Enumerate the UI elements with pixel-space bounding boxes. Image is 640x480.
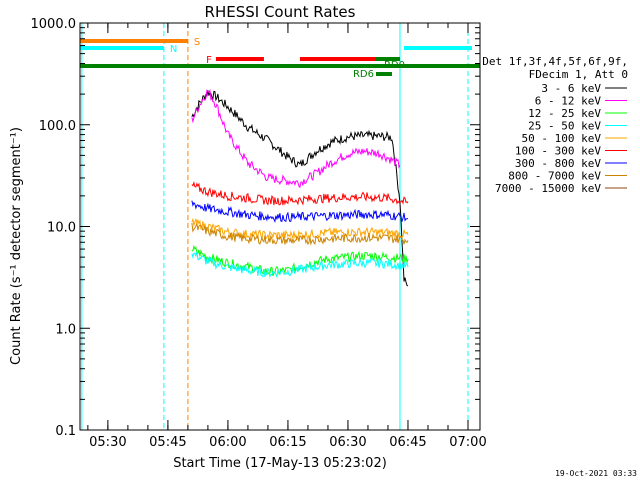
legend-label: 6 - 12 keV xyxy=(535,95,602,108)
legend-label: 7000 - 15000 keV xyxy=(495,182,601,195)
legend-label: 50 - 100 keV xyxy=(522,132,602,145)
legend-header-2: FDecim 1, Att 0 xyxy=(529,68,628,81)
series-line xyxy=(191,222,409,246)
series-line xyxy=(191,217,409,241)
x-tick-label: 06:45 xyxy=(389,435,426,450)
series-line xyxy=(191,90,409,287)
legend-label: 800 - 7000 keV xyxy=(508,170,601,183)
x-tick-label: 06:00 xyxy=(209,435,246,450)
flag-label: N xyxy=(170,44,177,55)
x-tick-label: 07:00 xyxy=(449,435,486,450)
legend-label: 12 - 25 keV xyxy=(528,107,601,120)
legend-label: 3 - 6 keV xyxy=(541,82,601,95)
plot-frame xyxy=(79,22,481,431)
y-tick-label: 1000.0 xyxy=(31,17,77,32)
x-axis-label: Start Time (17-May-13 05:23:02) xyxy=(173,456,387,471)
flag-label: F xyxy=(206,55,212,66)
axes: 0.1 1.0 10.0 100.0 1000.0 05:30 05:45 06:00 06:1… xyxy=(31,17,487,450)
plot-area: SNFRD0RD6 xyxy=(80,23,480,430)
x-tick-label: 05:30 xyxy=(89,435,126,450)
legend-header-1: Det 1f,3f,4f,5f,6f,9f, xyxy=(482,55,628,68)
legend-label: 300 - 800 keV xyxy=(515,157,601,170)
y-tick-label: 0.1 xyxy=(55,424,76,439)
y-axis-label: Count Rate (s⁻¹ detector segment⁻¹) xyxy=(9,127,24,365)
chart-title: RHESSI Count Rates xyxy=(205,3,356,21)
legend-label: 25 - 50 keV xyxy=(528,120,601,133)
flag-label: S xyxy=(194,37,200,48)
x-tick-label: 05:45 xyxy=(149,435,186,450)
series-line xyxy=(191,200,409,224)
timestamp: 19-Oct-2021 03:33 xyxy=(555,469,637,478)
x-tick-label: 06:30 xyxy=(329,435,366,450)
y-tick-label: 1.0 xyxy=(55,322,76,337)
y-tick-label: 100.0 xyxy=(39,119,76,134)
series-line xyxy=(191,251,409,279)
y-tick-label: 10.0 xyxy=(47,221,76,236)
flag-label: RD6 xyxy=(353,69,374,80)
legend-label: 100 - 300 keV xyxy=(515,145,601,158)
series-line xyxy=(191,89,401,189)
x-tick-label: 06:15 xyxy=(269,435,306,450)
series-line xyxy=(191,181,409,206)
